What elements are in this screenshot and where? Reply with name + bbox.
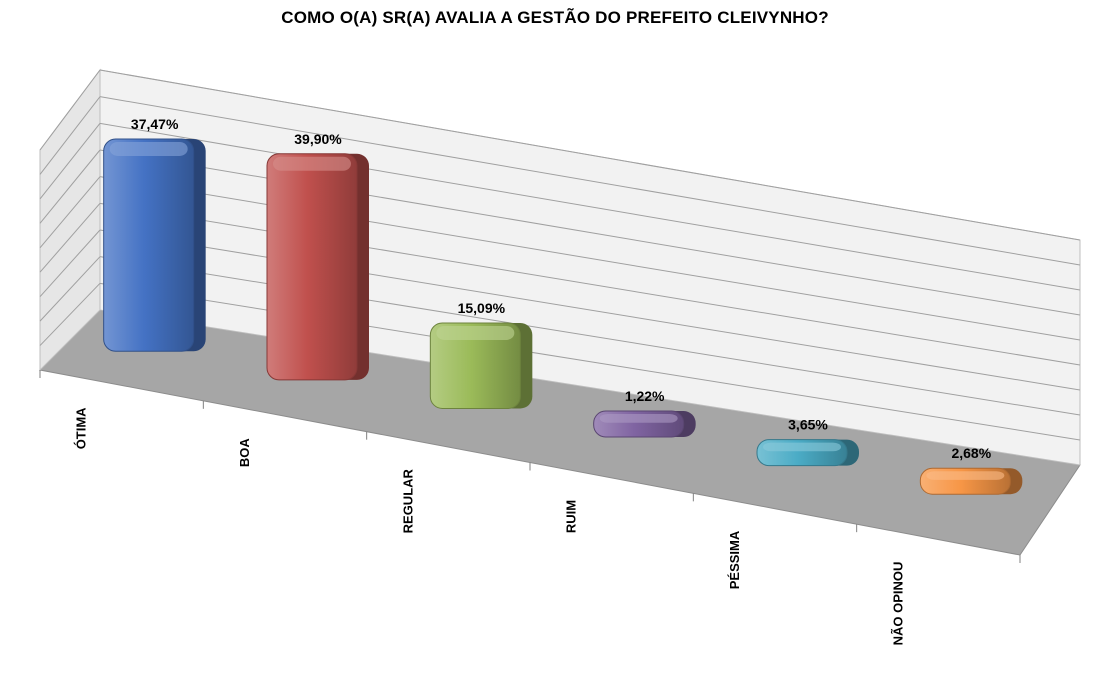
gridline <box>99 69 1081 241</box>
gridline-side <box>39 123 101 200</box>
gridline <box>99 229 1081 391</box>
gridline <box>99 256 1081 416</box>
data-label-5: 3,65% <box>788 417 828 433</box>
gridline-side <box>39 282 101 346</box>
bar-highlight <box>436 325 515 340</box>
category-label-4: RUIM <box>564 500 579 533</box>
gridline <box>99 122 1081 291</box>
bar-highlight <box>273 156 351 171</box>
gridline <box>99 282 1081 441</box>
gridline-side <box>39 203 101 273</box>
chart-title: COMO O(A) SR(A) AVALIA A GESTÃO DO PREFE… <box>281 8 829 27</box>
bar-1 <box>103 138 206 352</box>
gridline <box>99 202 1081 366</box>
bar-5 <box>756 439 859 467</box>
bar-body <box>429 322 521 409</box>
bar-highlight <box>763 442 841 452</box>
bar-body <box>103 138 195 352</box>
bar-highlight <box>926 471 1005 480</box>
category-label-3: REGULAR <box>400 468 415 533</box>
gridlines <box>39 69 1081 563</box>
bar-highlight <box>599 414 678 423</box>
bar-4 <box>593 410 696 438</box>
data-label-6: 2,68% <box>951 445 991 461</box>
bar-highlight <box>109 141 188 156</box>
gridline-side <box>39 229 101 298</box>
gridline <box>99 176 1081 341</box>
bar-6 <box>919 467 1023 495</box>
bar-body <box>266 153 358 381</box>
gridline <box>99 96 1081 266</box>
category-labels: ÓTIMA BOA REGULAR RUIM PÉSSIMA NÃO OPINOU <box>74 407 906 646</box>
data-label-1: 37,47% <box>131 116 179 132</box>
data-label-4: 1,22% <box>625 388 665 404</box>
category-label-1: ÓTIMA <box>74 407 89 449</box>
gridline-side <box>39 149 101 224</box>
category-label-5: PÉSSIMA <box>727 530 742 589</box>
gridline-side <box>39 69 101 151</box>
data-labels: 37,47% 39,90% 15,09% 1,22% 3,65% 2,68% <box>131 116 992 461</box>
bar-2 <box>266 153 369 381</box>
data-label-3: 15,09% <box>458 300 506 316</box>
gridline-side <box>39 256 101 322</box>
gridline-side <box>39 96 101 175</box>
gridline <box>99 149 1081 316</box>
bar-3 <box>429 322 533 409</box>
bars <box>103 138 1023 495</box>
category-label-2: BOA <box>237 438 252 468</box>
gridline-side <box>39 176 101 249</box>
data-label-2: 39,90% <box>294 131 342 147</box>
category-label-6: NÃO OPINOU <box>890 562 905 646</box>
